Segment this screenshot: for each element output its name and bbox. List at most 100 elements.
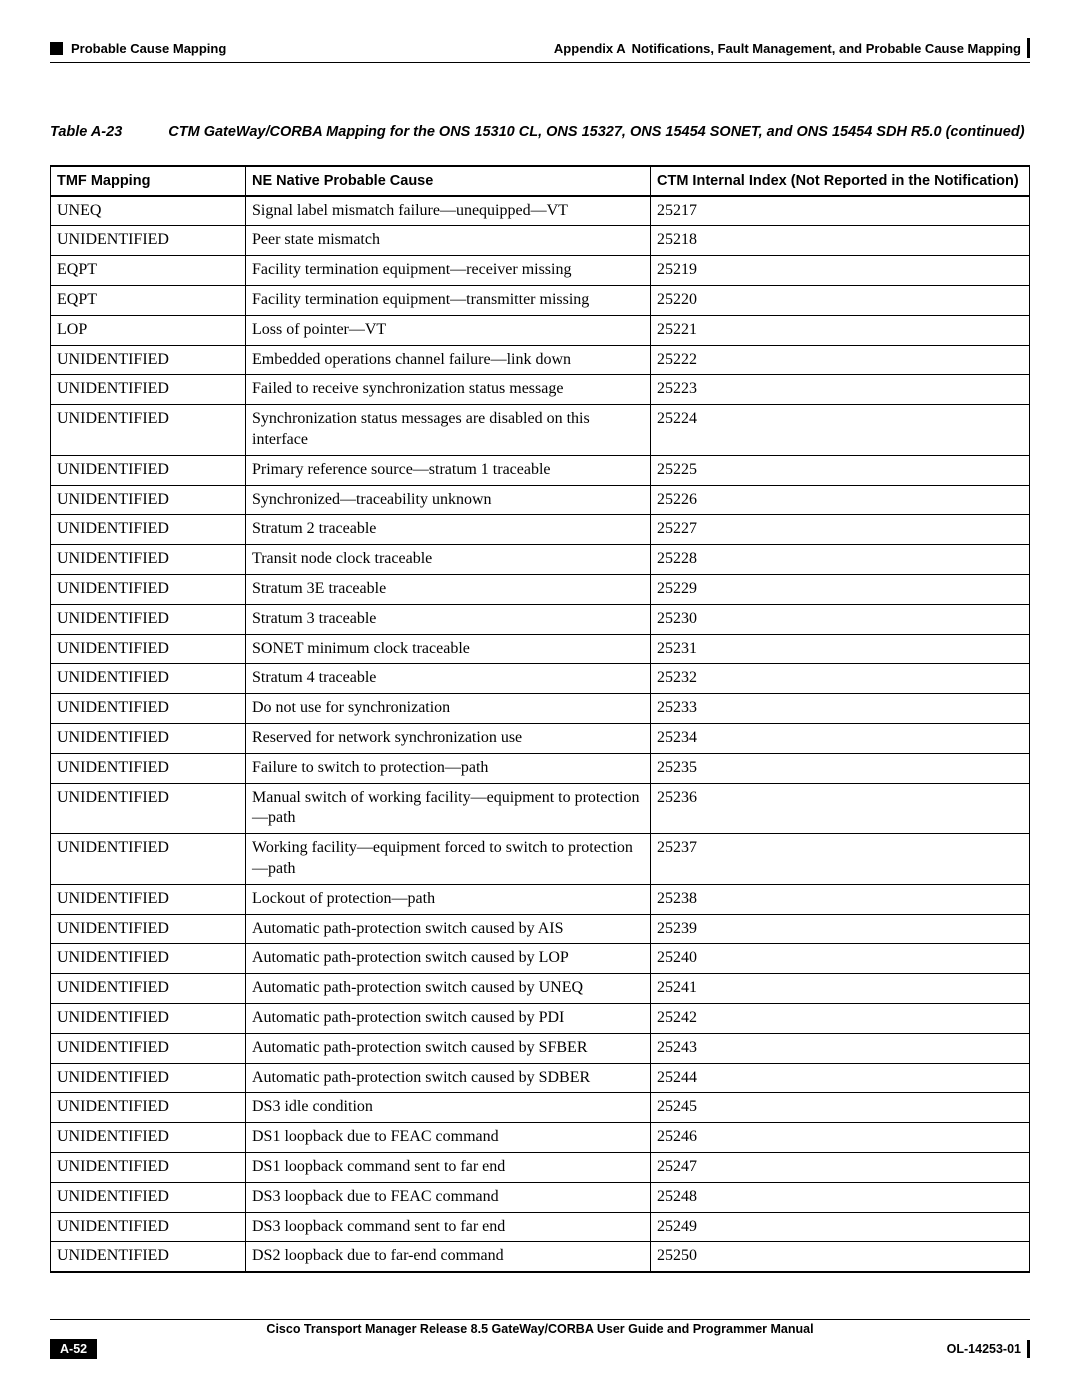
manual-title: Cisco Transport Manager Release 8.5 Gate… (50, 1322, 1030, 1336)
table-cell: LOP (51, 315, 246, 345)
table-cell: DS1 loopback command sent to far end (246, 1152, 651, 1182)
table-cell: 25248 (651, 1182, 1030, 1212)
table-cell: Facility termination equipment—receiver … (246, 256, 651, 286)
table-row: UNIDENTIFIEDAutomatic path-protection sw… (51, 1063, 1030, 1093)
table-cell: UNIDENTIFIED (51, 724, 246, 754)
table-row: UNIDENTIFIEDDS2 loopback due to far-end … (51, 1242, 1030, 1272)
table-row: UNIDENTIFIEDReserved for network synchro… (51, 724, 1030, 754)
table-title: CTM GateWay/CORBA Mapping for the ONS 15… (168, 123, 1024, 143)
table-cell: 25232 (651, 664, 1030, 694)
table-cell: 25244 (651, 1063, 1030, 1093)
table-row: UNIDENTIFIEDDS3 loopback command sent to… (51, 1212, 1030, 1242)
table-cell: Loss of pointer—VT (246, 315, 651, 345)
table-row: UNEQSignal label mismatch failure—unequi… (51, 196, 1030, 226)
footer-rule (50, 1319, 1030, 1320)
table-cell: 25247 (651, 1152, 1030, 1182)
table-cell: UNIDENTIFIED (51, 375, 246, 405)
table-cell: Transit node clock traceable (246, 545, 651, 575)
vertical-bar-icon (1027, 38, 1030, 58)
table-cell: Synchronized—traceability unknown (246, 485, 651, 515)
table-cell: DS1 loopback due to FEAC command (246, 1123, 651, 1153)
table-cell: Automatic path-protection switch caused … (246, 1063, 651, 1093)
table-cell: 25221 (651, 315, 1030, 345)
table-cell: 25249 (651, 1212, 1030, 1242)
table-row: UNIDENTIFIEDManual switch of working fac… (51, 783, 1030, 834)
table-cell: Stratum 4 traceable (246, 664, 651, 694)
table-cell: 25242 (651, 1004, 1030, 1034)
table-cell: Peer state mismatch (246, 226, 651, 256)
col-ne-native-probable-cause: NE Native Probable Cause (246, 166, 651, 196)
table-row: UNIDENTIFIEDDo not use for synchronizati… (51, 694, 1030, 724)
table-cell: UNIDENTIFIED (51, 1063, 246, 1093)
table-cell: UNIDENTIFIED (51, 694, 246, 724)
table-row: UNIDENTIFIEDAutomatic path-protection sw… (51, 974, 1030, 1004)
table-row: UNIDENTIFIEDFailed to receive synchroniz… (51, 375, 1030, 405)
table-cell: EQPT (51, 256, 246, 286)
section-name: Probable Cause Mapping (71, 41, 226, 56)
header-left: Probable Cause Mapping (50, 41, 226, 56)
table-cell: Stratum 3 traceable (246, 604, 651, 634)
table-cell: 25223 (651, 375, 1030, 405)
table-cell: 25217 (651, 196, 1030, 226)
table-cell: Facility termination equipment—transmitt… (246, 286, 651, 316)
table-cell: UNIDENTIFIED (51, 455, 246, 485)
table-row: UNIDENTIFIEDEmbedded operations channel … (51, 345, 1030, 375)
table-row: UNIDENTIFIEDStratum 2 traceable25227 (51, 515, 1030, 545)
table-row: UNIDENTIFIEDWorking facility—equipment f… (51, 834, 1030, 885)
table-cell: 25222 (651, 345, 1030, 375)
table-cell: EQPT (51, 286, 246, 316)
table-cell: UNIDENTIFIED (51, 515, 246, 545)
table-cell: UNIDENTIFIED (51, 1152, 246, 1182)
table-cell: UNIDENTIFIED (51, 1033, 246, 1063)
appendix-label: Appendix A (554, 41, 626, 56)
table-cell: UNIDENTIFIED (51, 1093, 246, 1123)
document-page: Probable Cause Mapping Appendix A Notifi… (0, 0, 1080, 1273)
table-cell: UNIDENTIFIED (51, 226, 246, 256)
table-cell: 25245 (651, 1093, 1030, 1123)
table-cell: UNIDENTIFIED (51, 634, 246, 664)
table-row: UNIDENTIFIEDSynchronized—traceability un… (51, 485, 1030, 515)
table-cell: 25219 (651, 256, 1030, 286)
table-row: UNIDENTIFIEDAutomatic path-protection sw… (51, 914, 1030, 944)
table-cell: 25235 (651, 753, 1030, 783)
table-cell: 25240 (651, 944, 1030, 974)
table-row: UNIDENTIFIEDDS1 loopback due to FEAC com… (51, 1123, 1030, 1153)
table-cell: Reserved for network synchronization use (246, 724, 651, 754)
table-cell: UNIDENTIFIED (51, 1123, 246, 1153)
table-cell: 25230 (651, 604, 1030, 634)
table-cell: 25237 (651, 834, 1030, 885)
table-cell: UNIDENTIFIED (51, 575, 246, 605)
table-row: UNIDENTIFIEDAutomatic path-protection sw… (51, 1004, 1030, 1034)
table-cell: UNIDENTIFIED (51, 405, 246, 456)
col-tmf-mapping: TMF Mapping (51, 166, 246, 196)
table-cell: Stratum 3E traceable (246, 575, 651, 605)
table-cell: 25218 (651, 226, 1030, 256)
table-cell: Automatic path-protection switch caused … (246, 974, 651, 1004)
table-cell: UNIDENTIFIED (51, 834, 246, 885)
table-cell: 25233 (651, 694, 1030, 724)
mapping-table: TMF Mapping NE Native Probable Cause CTM… (50, 165, 1030, 1274)
table-cell: Automatic path-protection switch caused … (246, 914, 651, 944)
table-cell: Embedded operations channel failure—link… (246, 345, 651, 375)
table-row: UNIDENTIFIEDStratum 3 traceable25230 (51, 604, 1030, 634)
table-cell: UNIDENTIFIED (51, 485, 246, 515)
table-cell: Working facility—equipment forced to swi… (246, 834, 651, 885)
table-cell: 25226 (651, 485, 1030, 515)
table-cell: UNIDENTIFIED (51, 1242, 246, 1272)
table-cell: UNIDENTIFIED (51, 1182, 246, 1212)
table-row: UNIDENTIFIEDTransit node clock traceable… (51, 545, 1030, 575)
table-cell: UNIDENTIFIED (51, 1212, 246, 1242)
table-cell: 25246 (651, 1123, 1030, 1153)
table-cell: UNIDENTIFIED (51, 884, 246, 914)
table-cell: DS3 loopback command sent to far end (246, 1212, 651, 1242)
table-number: Table A-23 (50, 123, 122, 143)
table-cell: 25234 (651, 724, 1030, 754)
table-cell: UNIDENTIFIED (51, 545, 246, 575)
table-row: LOPLoss of pointer—VT25221 (51, 315, 1030, 345)
table-row: UNIDENTIFIEDLockout of protection—path25… (51, 884, 1030, 914)
table-cell: Signal label mismatch failure—unequipped… (246, 196, 651, 226)
table-row: UNIDENTIFIEDAutomatic path-protection sw… (51, 1033, 1030, 1063)
table-cell: Manual switch of working facility—equipm… (246, 783, 651, 834)
table-cell: DS2 loopback due to far-end command (246, 1242, 651, 1272)
table-cell: 25229 (651, 575, 1030, 605)
